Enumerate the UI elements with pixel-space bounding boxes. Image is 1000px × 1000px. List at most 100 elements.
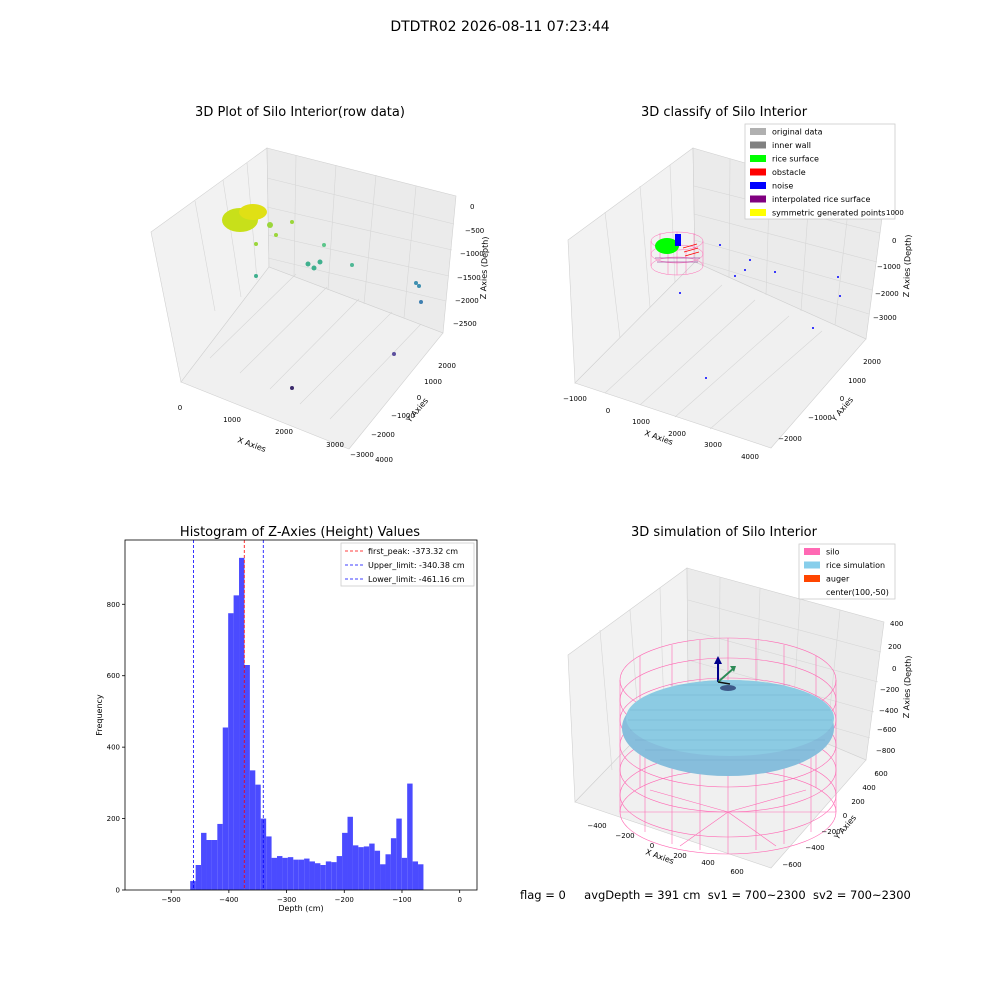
histogram-bar (380, 864, 386, 890)
simulation-legend: silo rice simulation auger center(100,-5… (798, 543, 896, 600)
figure-title: DTDTR02 2026-08-11 07:23:44 (390, 19, 609, 35)
histogram-bar (314, 863, 321, 890)
histogram-ticks: −500 −400 −300 −200 −100 0 0 200 400 600 800 (107, 601, 462, 904)
simulation-ztick: −200 (880, 686, 899, 694)
histogram-bar (374, 850, 381, 890)
simulation-xtick: −400 (587, 822, 606, 830)
histogram-bar (390, 838, 397, 890)
histogram-bar (352, 845, 359, 890)
simulation-ytick: 200 (851, 798, 864, 806)
histogram-bar (222, 727, 229, 890)
histogram-bar (266, 836, 272, 890)
legend-label: interpolated rice surface (772, 195, 870, 204)
legend-swatch-wall (750, 141, 766, 149)
simulation-title: 3D simulation of Silo Interior (631, 525, 818, 540)
raw-point (311, 265, 317, 271)
raw-point (267, 222, 273, 228)
histogram-bar (401, 857, 408, 890)
histogram-legend: first_peak: -373.32 cm Upper_limit: -340… (340, 542, 475, 587)
raw-ztick: −1000 (460, 250, 484, 258)
histogram-bar (239, 557, 245, 890)
panel-raw-3d: 3D Plot of Silo Interior(row data) (150, 105, 490, 464)
histogram-bar (190, 881, 196, 890)
classify-interpolated (655, 257, 700, 263)
classify-rice-surface (655, 238, 679, 254)
histogram-bar (396, 818, 402, 890)
simulation-ytick: 0 (843, 812, 847, 820)
simulation-ztick: −800 (876, 747, 895, 755)
histogram-bar (249, 770, 256, 890)
histogram-bar (304, 858, 310, 890)
classify-ztick: −1000 (877, 263, 901, 271)
raw-tick-labels: 0 1000 2000 3000 4000 −3000 −2000 −1000 … (178, 203, 484, 464)
legend-label: first_peak: -373.32 cm (368, 547, 458, 556)
histogram-bar (385, 854, 391, 890)
legend-swatch-original (750, 128, 766, 135)
legend-swatch-silo (804, 548, 820, 555)
classify-ytick: 2000 (863, 358, 881, 366)
histogram-bar (331, 862, 337, 890)
histogram-ylabel: Frequency (95, 694, 104, 736)
histogram-bar (244, 665, 250, 890)
simulation-xlabel: X Axies (644, 847, 675, 866)
raw-xtick: 3000 (326, 441, 344, 449)
raw-ztick: −2000 (455, 297, 479, 305)
footer-sv2: sv2 = 700~2300 (812, 888, 911, 902)
legend-label: inner wall (772, 141, 811, 150)
histogram-bar (206, 840, 212, 890)
classify-xtick: 3000 (704, 441, 722, 449)
histogram-ytick-label: 200 (107, 815, 120, 823)
panel-classify-3d: 3D classify of Silo Interior (563, 105, 913, 461)
histogram-bar (276, 856, 283, 890)
classify-xtick: 1000 (632, 418, 650, 426)
classify-ytick: −2000 (778, 435, 802, 443)
panel-histogram: Histogram of Z-Axies (Height) Values −50… (95, 525, 478, 913)
histogram-bar (298, 859, 305, 890)
simulation-xtick: −200 (615, 832, 634, 840)
raw-point (414, 281, 418, 285)
classify-ytick: −1000 (808, 414, 832, 422)
histogram-bars (190, 557, 424, 890)
histogram-bar (407, 783, 413, 890)
raw-gridlines (194, 154, 455, 420)
raw-point (254, 274, 258, 278)
raw-xtick: 0 (178, 404, 182, 412)
raw-ytick: −2000 (371, 431, 395, 439)
raw-point (417, 284, 421, 288)
classify-ytick: 1000 (848, 377, 866, 385)
histogram-bar (342, 832, 348, 890)
histogram-ytick-label: 600 (107, 672, 120, 680)
classify-xtick: 2000 (668, 430, 686, 438)
raw-title: 3D Plot of Silo Interior(row data) (195, 105, 405, 120)
legend-label: auger (826, 575, 850, 584)
raw-zlabel: Z Axies (Depth) (479, 236, 490, 299)
legend-swatch-noise (750, 182, 766, 189)
legend-label: Lower_limit: -461.16 cm (368, 575, 465, 584)
histogram-xlabel: Depth (cm) (278, 904, 323, 913)
histogram-bar (293, 859, 299, 890)
classify-xtick: 4000 (741, 453, 759, 461)
simulation-ytick: −200 (821, 828, 840, 836)
legend-label: symmetric generated points (772, 209, 885, 218)
raw-pane-floor (180, 266, 444, 450)
legend-swatch-auger (804, 575, 820, 582)
classify-ztick: 0 (892, 237, 896, 245)
raw-point (274, 233, 278, 237)
histogram-bar (211, 840, 218, 890)
histogram-xtick-label: −400 (219, 896, 238, 904)
classify-ytick: 0 (840, 395, 844, 403)
legend-label: original data (772, 128, 823, 137)
histogram-bar (233, 595, 240, 890)
legend-swatch-obstacle (750, 168, 766, 176)
classify-tick-labels: −1000 0 1000 2000 3000 4000 −2000 −1000 … (563, 209, 904, 461)
raw-ytick: 1000 (424, 378, 442, 386)
histogram-bar (271, 857, 277, 890)
simulation-ytick: −400 (805, 844, 824, 852)
simulation-ztick: 200 (888, 643, 901, 651)
legend-label: silo (826, 548, 840, 557)
histogram-xtick-label: −500 (162, 896, 181, 904)
footer-avg-depth: avgDepth = 391 cm (584, 888, 701, 902)
histogram-xtick-label: −300 (277, 896, 296, 904)
raw-ytick: 2000 (438, 362, 456, 370)
